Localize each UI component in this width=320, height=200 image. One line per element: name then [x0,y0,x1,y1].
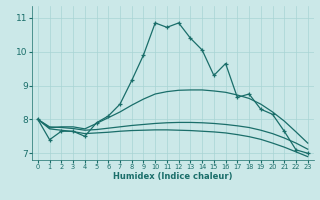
X-axis label: Humidex (Indice chaleur): Humidex (Indice chaleur) [113,172,233,181]
